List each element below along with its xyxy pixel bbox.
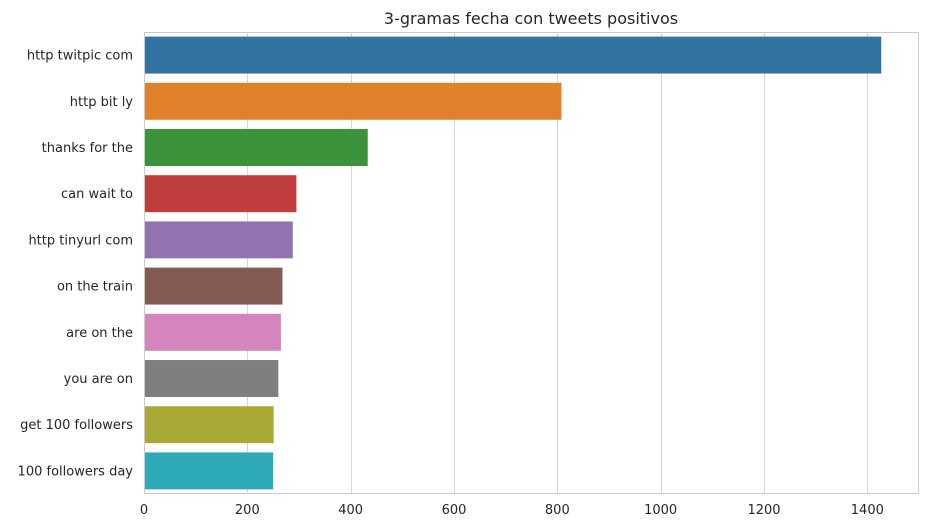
y-tick-label: on the train: [57, 280, 133, 295]
bar: [144, 175, 297, 213]
bar: [144, 221, 293, 259]
chart-title: 3-gramas fecha con tweets positivos: [384, 9, 678, 28]
bar: [144, 360, 279, 397]
bar: [144, 267, 283, 305]
x-tick-label: 0: [140, 503, 148, 518]
x-tick-label: 1400: [851, 503, 884, 518]
x-tick-label: 200: [235, 503, 260, 518]
y-tick-label: get 100 followers: [20, 418, 133, 433]
y-tick-label: http bit ly: [70, 95, 134, 110]
x-tick-label: 1200: [747, 503, 780, 518]
y-tick-labels: http twitpic com http bit ly thanks for th…: [18, 49, 134, 480]
bar: [144, 36, 882, 74]
y-tick-label: you are on: [64, 372, 133, 387]
bar: [144, 452, 274, 490]
y-tick-label: 100 followers day: [18, 464, 134, 479]
plot-frame: [144, 32, 919, 494]
y-tick-label: are on the: [66, 326, 133, 341]
bar: [144, 406, 274, 444]
y-tick-label: thanks for the: [42, 141, 133, 156]
y-tick-label: http tinyurl com: [28, 233, 133, 248]
y-tick-label: can wait to: [61, 187, 133, 202]
plot-border: [144, 32, 919, 494]
x-tick-labels: 0 200 400 600 800 1000 1200 1400: [140, 503, 884, 518]
x-tick-label: 1000: [644, 503, 677, 518]
bars: [144, 36, 882, 490]
x-tick-label: 400: [338, 503, 363, 518]
x-tick-label: 800: [545, 503, 570, 518]
y-tick-label: http twitpic com: [27, 49, 133, 64]
bar: [144, 82, 562, 120]
bar: [144, 313, 281, 351]
bar: [144, 129, 368, 166]
x-tick-label: 600: [442, 503, 467, 518]
